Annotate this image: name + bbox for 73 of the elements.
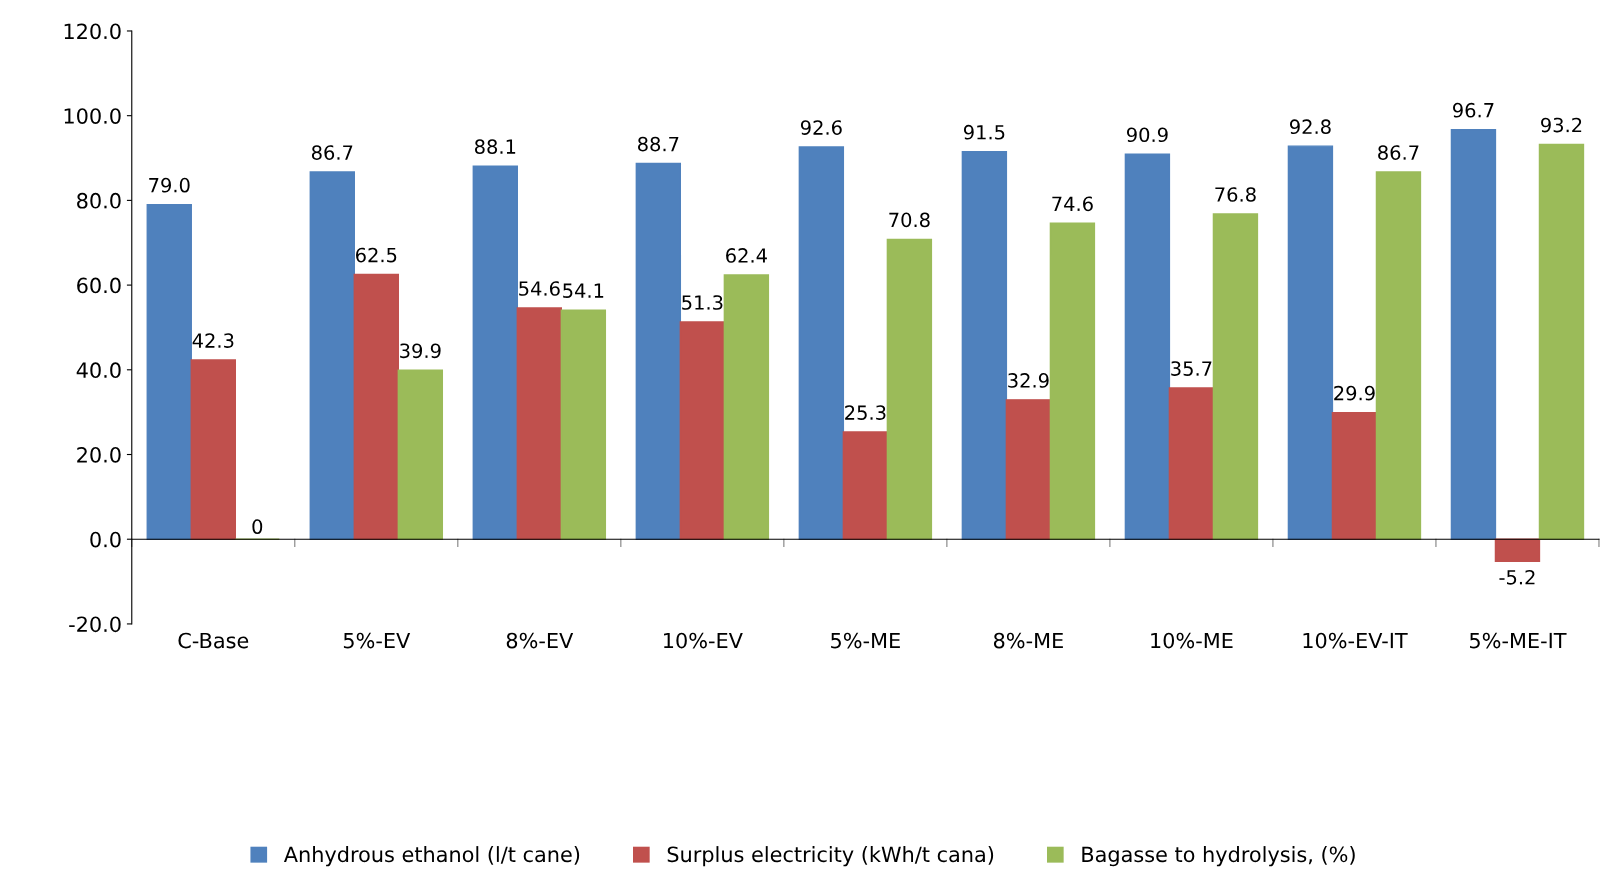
bar [679, 321, 726, 540]
bar [1168, 387, 1215, 540]
bar [146, 203, 192, 540]
bar [472, 165, 519, 540]
data-label: 70.8 [889, 212, 930, 228]
data-label: 92.6 [800, 120, 842, 135]
legend-label: Bagasse to hydrolysis, (%) [1082, 846, 1355, 867]
y-tick-label: 120.0 [64, 23, 121, 40]
data-label: 92.8 [1289, 119, 1331, 135]
y-tick-label: 60.0 [77, 277, 121, 294]
data-label: 93.2 [1541, 117, 1582, 133]
y-tick-label: 20.0 [77, 446, 121, 463]
bar [516, 307, 563, 540]
y-tick-label: 0.0 [90, 531, 121, 548]
data-label: 39.9 [400, 343, 441, 359]
data-label: 29.9 [1334, 385, 1375, 401]
x-tick-label: 5%-EV [343, 632, 411, 649]
bar [723, 274, 770, 540]
bar [560, 309, 607, 540]
bar [1450, 128, 1497, 540]
x-tick-label: C-Base [178, 632, 249, 649]
bar [635, 162, 682, 540]
data-label: 96.7 [1453, 102, 1494, 118]
data-label: 74.6 [1052, 196, 1093, 212]
x-tick-label: 8%-ME [993, 632, 1063, 649]
bar [190, 359, 236, 540]
bar [1049, 222, 1096, 540]
bar [353, 273, 400, 540]
data-label: 62.4 [726, 248, 767, 263]
bar [1538, 143, 1585, 540]
legend-label: Surplus electricity (kWh/t cana) [667, 846, 994, 867]
x-tick-label: 5%-ME-IT [1470, 632, 1567, 649]
y-tick-label: 100.0 [64, 108, 121, 124]
data-label: 79.0 [149, 177, 190, 193]
data-label: 86.7 [1378, 145, 1419, 160]
x-tick-label: 10%-EV-IT [1303, 632, 1408, 649]
data-label: 0 [252, 519, 263, 535]
x-tick-label: 10%-EV [664, 632, 743, 649]
data-label: 32.9 [1008, 373, 1049, 388]
data-label: 86.7 [311, 145, 353, 160]
data-label: 76.8 [1215, 187, 1256, 202]
bar [397, 369, 444, 540]
data-label: 91.5 [963, 124, 1005, 140]
x-tick-label: 10%-ME [1151, 632, 1233, 649]
data-label: 25.3 [845, 405, 886, 420]
y-tick-label: 80.0 [77, 192, 121, 209]
data-label: 54.1 [563, 283, 604, 298]
bar [309, 171, 355, 540]
bar [1494, 538, 1541, 562]
bar [1331, 411, 1378, 540]
data-label: 88.7 [638, 136, 679, 152]
data-label: 62.5 [356, 247, 397, 263]
x-tick-label: 5%-ME [831, 632, 900, 649]
bar [1212, 213, 1259, 540]
data-label: 90.9 [1126, 127, 1168, 143]
bar [798, 146, 845, 540]
x-tick-label: 8%-EV [506, 632, 574, 649]
bar [1124, 153, 1171, 540]
data-label: 42.3 [192, 333, 234, 348]
bar [842, 431, 889, 540]
bar [1375, 171, 1422, 540]
y-tick-label: 40.0 [76, 362, 121, 379]
bar [1287, 145, 1334, 540]
legend-label: Anhydrous ethanol (l/t cane) [283, 846, 580, 867]
data-label: 54.6 [519, 281, 560, 296]
data-label: 51.3 [682, 295, 723, 310]
data-label: 88.1 [474, 139, 516, 154]
bar [886, 238, 933, 540]
data-label: 35.7 [1171, 361, 1212, 376]
bar [961, 150, 1008, 540]
data-label: -5.2 [1499, 569, 1535, 585]
bar [1005, 399, 1052, 540]
y-tick-label: -20.0 [69, 616, 121, 633]
